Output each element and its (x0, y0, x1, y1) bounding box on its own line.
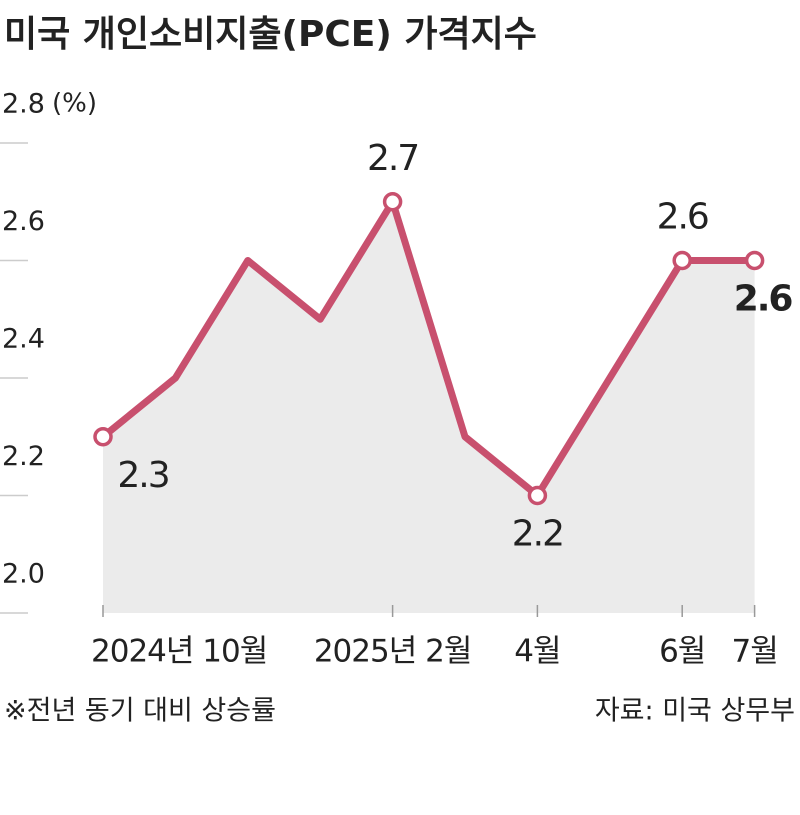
point (382, 192, 403, 212)
line (100, 198, 755, 499)
y-unit: (%) (52, 89, 97, 119)
value-label: 2.2 (512, 514, 563, 555)
value-label: 2.7 (367, 138, 418, 179)
x-tick-label: 4월 (514, 634, 560, 670)
y-tick-label: 2.4 (2, 324, 45, 355)
point (527, 485, 548, 506)
y-tick-label: 2.8 (2, 89, 45, 120)
value-label: 2.6 (734, 279, 793, 320)
area (103, 201, 755, 613)
y-tick-label: 2.6 (2, 206, 45, 237)
point (744, 250, 765, 271)
point (93, 427, 113, 447)
chart-title: 미국 개인소비지출(PCE) 가격지수 (4, 14, 537, 55)
x-tick-label: 6월 (659, 634, 705, 670)
y-tick-label: 2.0 (2, 559, 45, 590)
note: ※전년 동기 대비 상승률 (4, 696, 276, 727)
y-tick-label: 2.2 (2, 441, 45, 472)
source: 자료: 미국 상무부 (595, 696, 795, 727)
x-tick-label: 2024년 10월 (91, 634, 267, 670)
point (672, 250, 692, 271)
x-tick-label: 2025년 2월 (314, 634, 472, 670)
value-label: 2.6 (657, 197, 708, 238)
value-label: 2.3 (117, 455, 168, 496)
x-tick-label: 7월 (731, 634, 777, 670)
